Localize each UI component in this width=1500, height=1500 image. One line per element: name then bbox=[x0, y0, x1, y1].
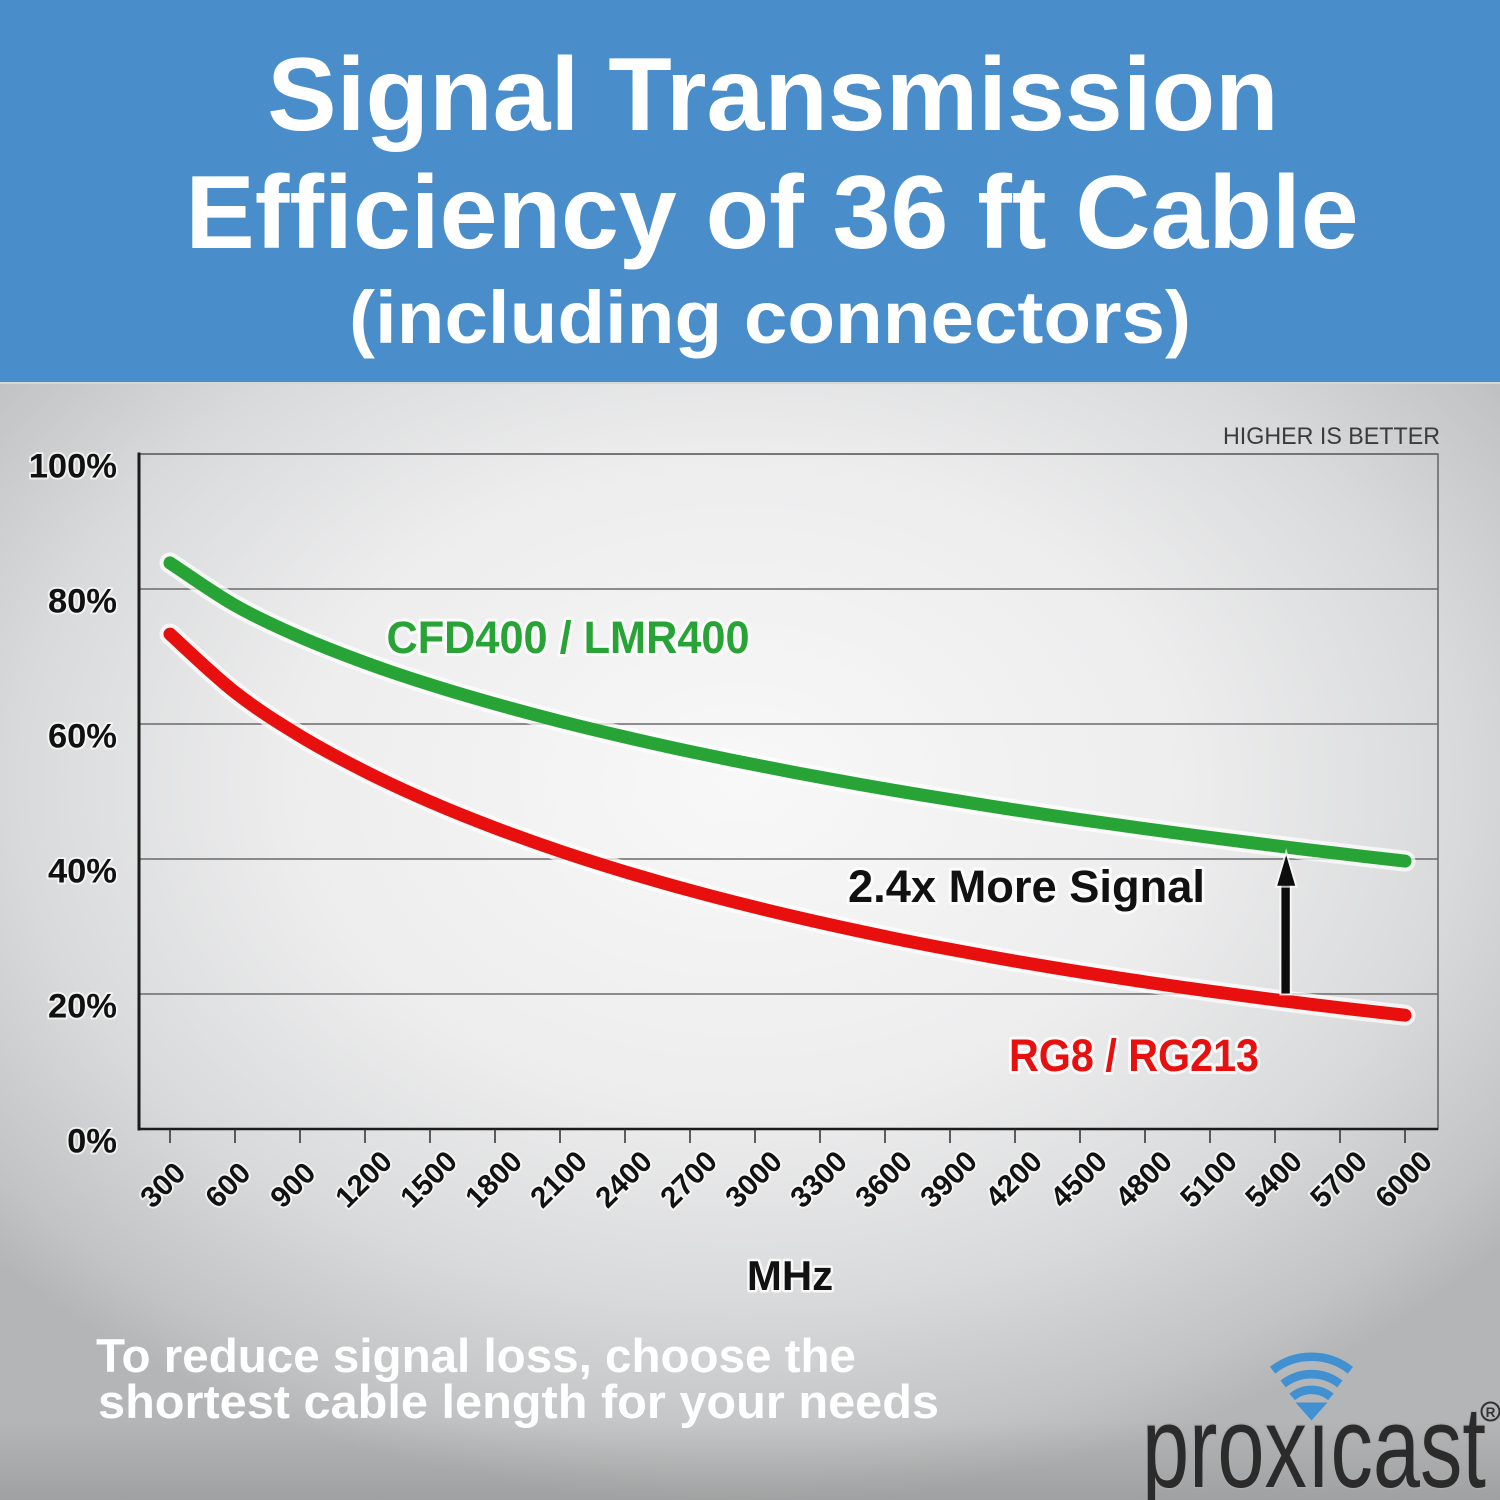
svg-text:MHz: MHz bbox=[747, 1252, 833, 1299]
svg-text:5700: 5700 bbox=[1304, 1145, 1374, 1215]
svg-text:(including connectors): (including connectors) bbox=[349, 276, 1191, 359]
svg-text:20%: 20% bbox=[48, 988, 117, 1026]
svg-text:900: 900 bbox=[264, 1156, 322, 1214]
svg-text:Signal Transmission: Signal Transmission bbox=[267, 37, 1278, 153]
svg-text:Efficiency of 36 ft Cable: Efficiency of 36 ft Cable bbox=[185, 155, 1358, 271]
svg-text:5400: 5400 bbox=[1239, 1145, 1309, 1215]
svg-text:CFD400 / LMR400: CFD400 / LMR400 bbox=[387, 612, 750, 663]
svg-text:4800: 4800 bbox=[1109, 1145, 1179, 1215]
svg-text:3900: 3900 bbox=[914, 1145, 984, 1215]
svg-text:300: 300 bbox=[134, 1156, 192, 1214]
svg-text:To reduce signal loss, choose: To reduce signal loss, choose the bbox=[96, 1329, 856, 1382]
svg-text:RG8 / RG213: RG8 / RG213 bbox=[1009, 1030, 1259, 1081]
svg-text:proxıcast: proxıcast bbox=[1142, 1382, 1486, 1500]
svg-text:1800: 1800 bbox=[459, 1145, 529, 1215]
svg-text:2100: 2100 bbox=[524, 1145, 594, 1215]
svg-text:1200: 1200 bbox=[329, 1145, 399, 1215]
svg-text:2400: 2400 bbox=[589, 1145, 659, 1215]
svg-text:shortest cable length for your: shortest cable length for your needs bbox=[98, 1375, 939, 1428]
svg-text:1500: 1500 bbox=[394, 1145, 464, 1215]
svg-text:80%: 80% bbox=[48, 583, 117, 621]
svg-text:6000: 6000 bbox=[1369, 1145, 1439, 1215]
svg-text:0%: 0% bbox=[67, 1123, 117, 1161]
svg-text:2.4x More Signal: 2.4x More Signal bbox=[848, 861, 1205, 912]
svg-text:5100: 5100 bbox=[1174, 1145, 1244, 1215]
svg-text:40%: 40% bbox=[48, 853, 117, 891]
svg-text:60%: 60% bbox=[48, 718, 117, 756]
svg-text:600: 600 bbox=[199, 1156, 257, 1214]
svg-text:3600: 3600 bbox=[849, 1145, 919, 1215]
svg-text:HIGHER IS BETTER: HIGHER IS BETTER bbox=[1223, 423, 1440, 450]
svg-text:3300: 3300 bbox=[784, 1145, 854, 1215]
svg-text:4200: 4200 bbox=[979, 1145, 1049, 1215]
svg-text:2700: 2700 bbox=[654, 1145, 724, 1215]
svg-text:100%: 100% bbox=[29, 448, 117, 486]
svg-text:R: R bbox=[1486, 1405, 1496, 1420]
svg-text:3000: 3000 bbox=[719, 1145, 789, 1215]
svg-text:4500: 4500 bbox=[1044, 1145, 1114, 1215]
